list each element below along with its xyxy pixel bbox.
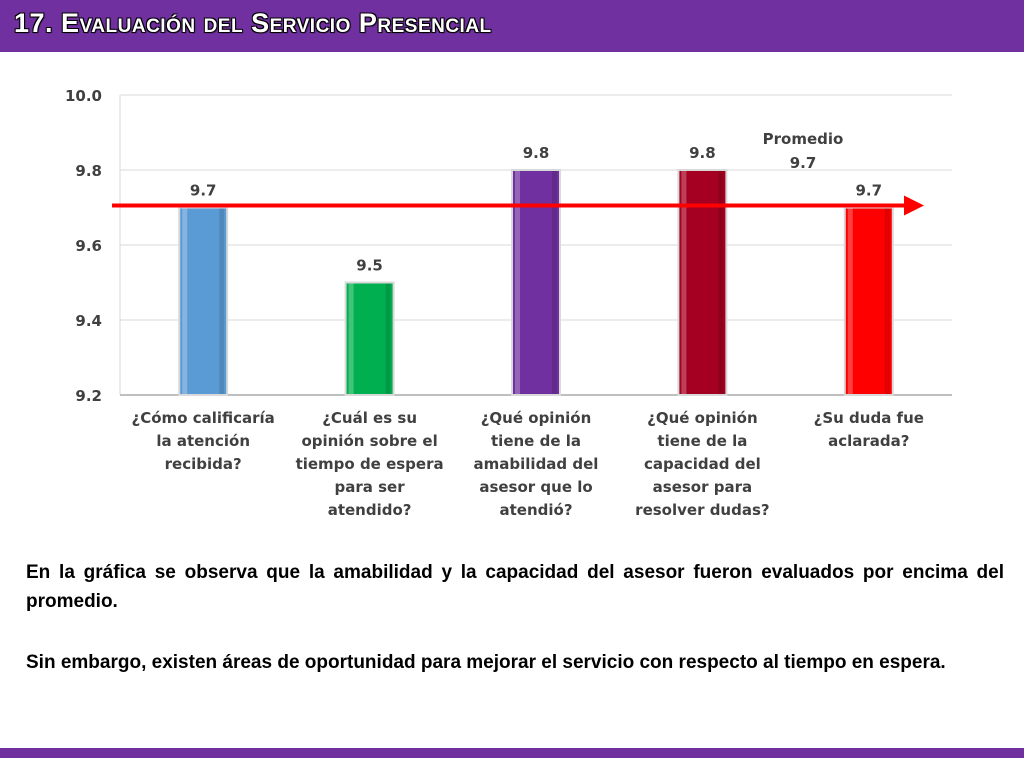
bar bbox=[843, 206, 894, 396]
bar-chart: 9.2 9.4 9.6 9.8 10.0 9.7 9.5 9.8 9.8 9.7 Promedi… bbox=[65, 87, 952, 405]
x-category-label-line: la atención bbox=[156, 432, 251, 450]
bar-shade bbox=[718, 171, 724, 394]
x-category-label-line: atendió? bbox=[499, 501, 573, 519]
y-tick-label: 9.6 bbox=[75, 237, 102, 255]
x-category-label-line: ¿Cómo calificaría bbox=[131, 409, 275, 427]
x-category-label: ¿Qué opinión tiene de la amabilidad del ase… bbox=[456, 407, 616, 522]
x-category-label-line: tiene de la bbox=[657, 432, 748, 450]
bar-shade bbox=[219, 208, 225, 394]
bar bbox=[344, 281, 395, 396]
opportunity-paragraph: Sin embargo, existen áreas de oportunida… bbox=[26, 652, 946, 673]
average-label: Promedio bbox=[763, 130, 844, 148]
x-category-label-line: tiempo de espera bbox=[295, 455, 444, 473]
bar-highlight bbox=[847, 208, 853, 394]
x-category-label: ¿Cómo calificaría la atención recibida? bbox=[123, 407, 283, 476]
y-tick-label: 9.2 bbox=[75, 387, 102, 405]
average-value-label: 9.7 bbox=[790, 154, 817, 172]
header-bar: 17. Evaluación del Servicio Presencial bbox=[0, 0, 1024, 52]
footer-bar bbox=[0, 748, 1024, 758]
summary-paragraph: En la gráfica se observa que la amabilid… bbox=[26, 562, 1004, 612]
bar-shade bbox=[884, 208, 890, 394]
slide-title: 17. Evaluación del Servicio Presencial bbox=[14, 8, 492, 38]
bar-value-label: 9.8 bbox=[689, 144, 716, 162]
x-category-label-line: opinión sobre el bbox=[301, 432, 438, 450]
x-category-label-line: tiene de la bbox=[491, 432, 581, 450]
x-category-label-line: asesor que lo bbox=[479, 478, 593, 496]
bar-shade bbox=[385, 283, 391, 394]
x-category-label-line: recibida? bbox=[164, 455, 242, 473]
y-tick-label: 9.8 bbox=[75, 162, 102, 180]
bar-highlight bbox=[182, 208, 188, 394]
x-category-label-line: aclarada? bbox=[828, 432, 910, 450]
x-category-label-line: atendido? bbox=[327, 501, 412, 519]
x-category-label: ¿Qué opinión tiene de la capacidad del ases… bbox=[622, 407, 782, 522]
x-category-label-line: capacidad del bbox=[644, 455, 761, 473]
bar-value-label: 9.7 bbox=[856, 182, 883, 200]
x-category-label-line: ¿Su duda fue bbox=[813, 409, 924, 427]
bar-value-label: 9.5 bbox=[356, 257, 383, 275]
y-tick-label: 9.4 bbox=[75, 312, 102, 330]
x-category-label: ¿Su duda fue aclarada? bbox=[789, 407, 949, 453]
x-category-label-line: ¿Qué opinión bbox=[480, 409, 592, 427]
x-category-label-line: asesor para bbox=[652, 478, 753, 496]
x-category-label-line: para ser bbox=[334, 478, 405, 496]
bar-shade bbox=[552, 171, 557, 394]
x-category-label: ¿Cuál es su opinión sobre el tiempo de esp… bbox=[290, 407, 450, 522]
bar-highlight bbox=[348, 283, 354, 394]
x-category-label-line: ¿Qué opinión bbox=[647, 409, 758, 427]
y-tick-label: 10.0 bbox=[65, 87, 102, 105]
bar-highlight bbox=[681, 171, 687, 394]
x-category-label-line: ¿Cuál es su bbox=[322, 409, 417, 427]
bar-value-label: 9.8 bbox=[523, 144, 550, 162]
x-category-label-line: resolver dudas? bbox=[635, 501, 770, 519]
x-category-label-line: amabilidad del bbox=[473, 455, 599, 473]
bar-value-label: 9.7 bbox=[190, 182, 217, 200]
bar-highlight bbox=[515, 171, 520, 394]
